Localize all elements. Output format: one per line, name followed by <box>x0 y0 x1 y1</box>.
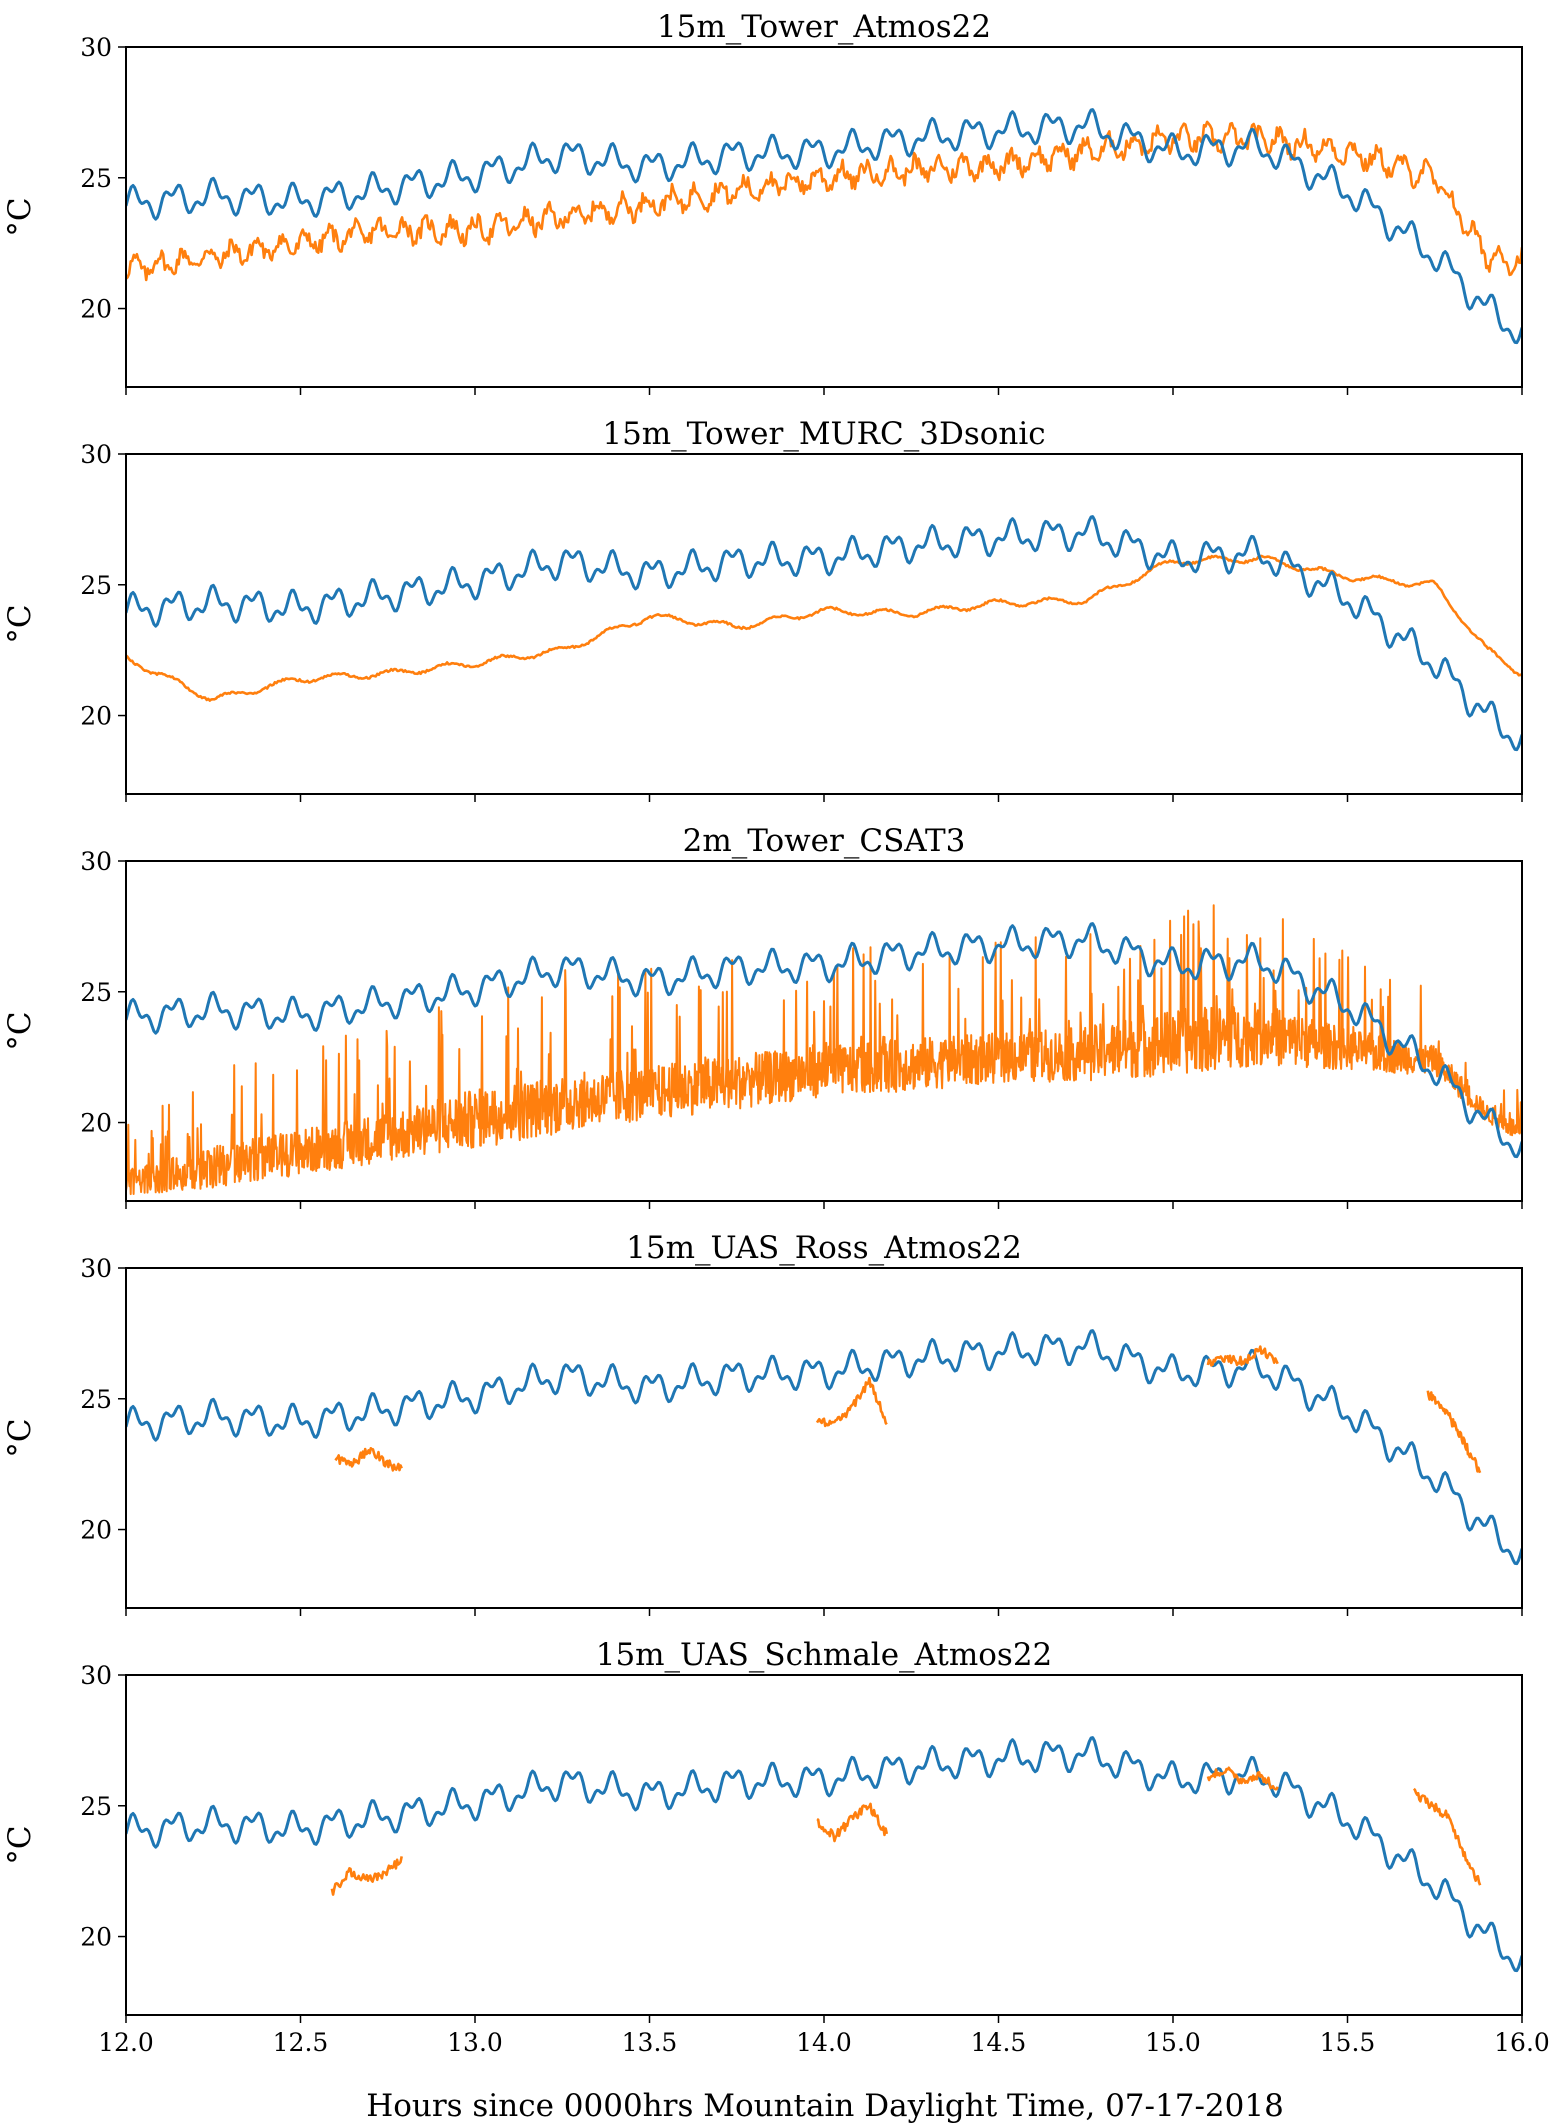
y-tick-label: 25 <box>80 571 112 600</box>
x-tick-label: 12.5 <box>273 2028 329 2057</box>
series-segment-sensor <box>330 1856 403 1896</box>
x-tick-label: 15.5 <box>1320 2028 1376 2057</box>
x-tick-label: 15.0 <box>1145 2028 1201 2057</box>
y-tick-label: 20 <box>80 1923 112 1952</box>
y-tick-label: 25 <box>80 164 112 193</box>
plot-area <box>126 1329 1522 1566</box>
panel-title: 15m_UAS_Ross_Atmos22 <box>626 1230 1022 1266</box>
y-tick-label: 25 <box>80 978 112 1007</box>
axes-frame <box>125 860 1523 1202</box>
y-tick-label: 30 <box>80 440 112 469</box>
axes-frame <box>125 1267 1523 1609</box>
series-line-sensor <box>126 904 1522 1196</box>
x-tick-label: 12.0 <box>98 2028 154 2057</box>
y-axis-label: °C <box>2 1825 38 1864</box>
y-axis-label: °C <box>2 197 38 236</box>
series-line-sensor <box>126 120 1522 282</box>
series-segment-sensor <box>1412 1787 1482 1886</box>
series-segment-sensor <box>815 1376 888 1428</box>
panel-title: 15m_UAS_Schmale_Atmos22 <box>596 1637 1053 1673</box>
series-line-reference <box>126 515 1522 752</box>
series-line-reference <box>126 1329 1522 1566</box>
y-axis-label: °C <box>2 604 38 643</box>
x-tick-label: 13.0 <box>447 2028 503 2057</box>
y-tick-label: 30 <box>80 847 112 876</box>
y-tick-label: 20 <box>80 702 112 731</box>
panel-1: 15m_Tower_Atmos22 °C 20 25 30 <box>2 9 1523 395</box>
axes-frame <box>125 46 1523 388</box>
x-axis-label: Hours since 0000hrs Mountain Daylight Ti… <box>366 2088 1284 2124</box>
y-axis-label: °C <box>2 1011 38 1050</box>
series-segment-sensor <box>1206 1766 1279 1791</box>
series-line-reference <box>126 108 1522 345</box>
series-segment-sensor <box>816 1802 889 1843</box>
y-tick-label: 30 <box>80 1254 112 1283</box>
plot-area <box>126 904 1522 1196</box>
y-tick-label: 25 <box>80 1792 112 1821</box>
x-tick-label: 16.0 <box>1494 2028 1550 2057</box>
plot-area <box>126 515 1522 752</box>
panel-title: 2m_Tower_CSAT3 <box>683 823 966 859</box>
panel-3: 2m_Tower_CSAT3 °C 20 25 30 <box>2 823 1523 1209</box>
axes-frame <box>125 1674 1523 2016</box>
series-segment-sensor <box>1206 1345 1279 1367</box>
y-axis-label: °C <box>2 1418 38 1457</box>
y-tick-label: 20 <box>80 1516 112 1545</box>
panel-4: 15m_UAS_Ross_Atmos22 °C 20 25 30 <box>2 1230 1523 1616</box>
x-tick-label: 14.0 <box>796 2028 852 2057</box>
series-segment-sensor <box>334 1447 403 1472</box>
x-tick-label: 13.5 <box>622 2028 678 2057</box>
panel-2: 15m_Tower_MURC_3Dsonic °C 20 25 30 <box>2 416 1523 802</box>
y-tick-label: 20 <box>80 295 112 324</box>
series-line-reference <box>126 922 1522 1159</box>
panel-title: 15m_Tower_Atmos22 <box>657 9 991 45</box>
series-line-reference <box>126 1736 1522 1973</box>
y-tick-label: 30 <box>80 33 112 62</box>
plot-area <box>126 108 1522 345</box>
y-tick-label: 20 <box>80 1109 112 1138</box>
series-line-sensor <box>126 554 1522 702</box>
x-tick-label: 14.5 <box>971 2028 1027 2057</box>
axes-frame <box>125 453 1523 795</box>
y-tick-label: 25 <box>80 1385 112 1414</box>
panel-5: 15m_UAS_Schmale_Atmos22 °C 20 25 30 12.0 12.5 1… <box>2 1637 1550 2057</box>
y-tick-label: 30 <box>80 1661 112 1690</box>
plot-area <box>126 1736 1522 1973</box>
series-segment-sensor <box>1426 1390 1482 1474</box>
panel-title: 15m_Tower_MURC_3Dsonic <box>602 416 1045 452</box>
